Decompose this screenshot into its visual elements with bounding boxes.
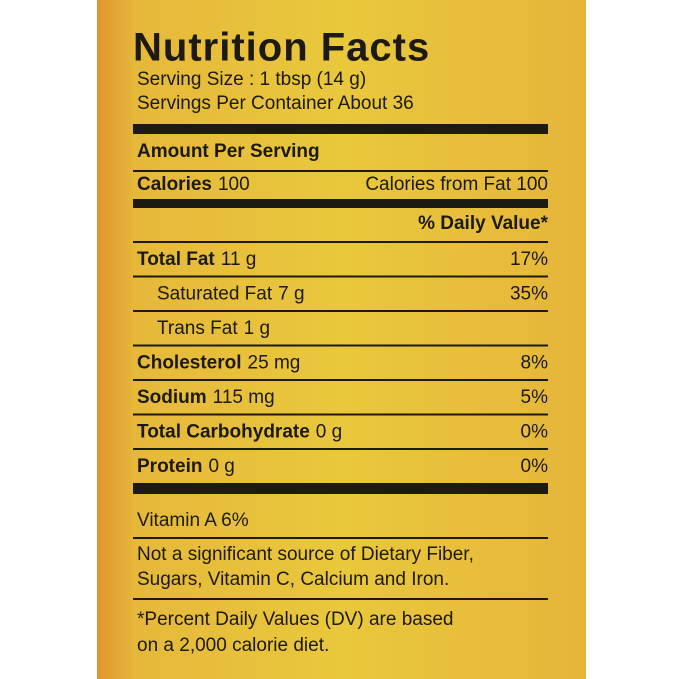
daily-value: 35% [510,284,548,305]
rule [133,241,548,243]
nutrient-name: Cholesterol [137,353,242,374]
rule [133,413,548,416]
nutrient: Cholesterol 25 mg [137,353,300,374]
daily-value: 0% [521,422,549,443]
nutrient: Trans Fat 1 g [157,318,270,339]
nutrient: Saturated Fat 7 g [157,284,305,305]
calories: Calories 100 [137,174,250,195]
nutrient-name: Total Fat [137,249,215,270]
nutrient-name: Total Carbohydrate [137,422,310,443]
calories-from-fat: Calories from Fat 100 [365,174,548,195]
nutrient-amount: 25 mg [248,353,301,374]
nutrient-name: Saturated Fat [157,284,273,305]
daily-value: 8% [521,353,549,374]
nutrient-name: Protein [137,456,202,477]
calories-label: Calories [137,174,212,195]
rule [133,448,548,450]
note: Not a significant source of Dietary Fibe… [137,544,474,565]
nutrient-amount: 0 g [208,456,234,477]
note: Sugars, Vitamin C, Calcium and Iron. [137,569,449,590]
daily-value: 5% [521,387,549,408]
rule [133,310,548,312]
nutrient: Total Fat 11 g [137,249,256,270]
daily-value: 0% [521,456,549,477]
vitamin: Vitamin A 6% [137,510,249,531]
nutrient-amount: 115 mg [213,387,275,408]
amount-per-serving: Amount Per Serving [137,141,320,162]
serving-size: Serving Size : 1 tbsp (14 g) [137,69,366,90]
nutrient-amount: 1 g [244,318,270,339]
footnote: *Percent Daily Values (DV) are based [137,609,453,630]
calories-value: 100 [218,174,250,195]
rule [133,344,548,347]
nutrient-amount: 0 g [316,422,342,443]
nutrient-amount: 7 g [278,284,304,305]
nutrient-name: Trans Fat [157,318,238,339]
content: Serving Size : 1 tbsp (14 g) Servings Per… [133,69,549,656]
rule [133,598,548,600]
rule [133,275,548,278]
title: Nutrition Facts [133,26,430,70]
nutrient: Total Carbohydrate 0 g [137,422,342,443]
rule [133,537,548,539]
nutrient: Sodium 115 mg [137,387,275,408]
daily-value-header: % Daily Value* [418,213,549,234]
rule [133,199,548,208]
footnote: on a 2,000 calorie diet. [137,635,329,656]
nutrient-amount: 11 g [221,249,257,270]
daily-value: 17% [510,249,548,270]
nutrient-name: Sodium [137,387,207,408]
rule [133,483,548,494]
rule [133,124,548,134]
servings-per-container: Servings Per Container About 36 [137,93,414,114]
nutrient: Protein 0 g [137,456,235,477]
rule [133,170,548,172]
panel [97,0,586,679]
rule [133,379,548,381]
